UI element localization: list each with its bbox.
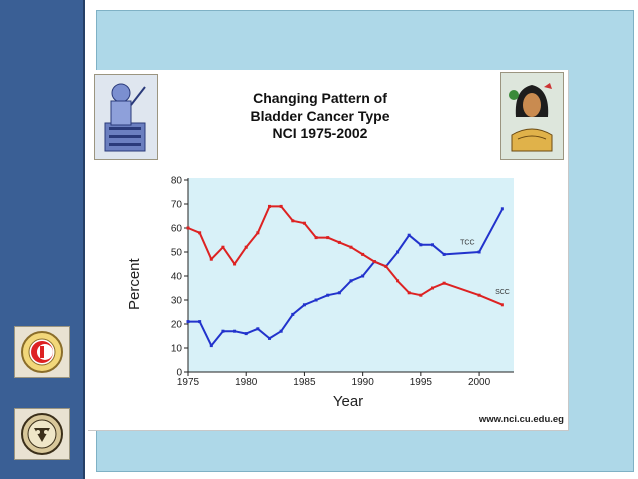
data-point-scc [302, 221, 306, 225]
data-point-tcc [349, 279, 353, 283]
data-point-scc [256, 231, 260, 235]
data-point-tcc [442, 252, 446, 256]
x-tick-label: 1980 [235, 377, 258, 388]
data-point-scc [233, 262, 237, 266]
data-point-tcc [477, 250, 481, 254]
data-point-scc [198, 231, 202, 235]
y-tick-label: 40 [171, 272, 183, 283]
data-point-scc [244, 245, 248, 249]
data-point-scc [268, 204, 271, 208]
series-label-tcc: TCC [460, 239, 474, 246]
data-point-tcc [233, 329, 237, 333]
x-tick-label: 1990 [352, 377, 375, 388]
data-point-tcc [279, 329, 283, 333]
data-point-tcc [268, 336, 271, 340]
data-point-scc [314, 236, 318, 240]
data-point-tcc [291, 312, 295, 316]
data-point-scc [326, 236, 330, 240]
axes: 0 10 20 30 40 50 60 70 80 1975 1980 1985 1990 1995 200… [171, 176, 514, 388]
title-line-2: Bladder Cancer Type [250, 107, 390, 124]
data-point-tcc [396, 250, 400, 254]
y-tick-label: 70 [171, 200, 183, 211]
x-axis-label: Year [332, 393, 364, 410]
data-point-tcc [500, 207, 504, 211]
data-point-scc [279, 204, 283, 208]
website-url[interactable]: www.nci.cu.edu.eg [478, 414, 564, 425]
data-point-scc [396, 279, 400, 283]
data-point-scc [291, 219, 295, 223]
series-line-tcc [188, 208, 504, 347]
series-lines [186, 204, 504, 348]
university-crest-logo [14, 326, 70, 378]
chart-title: Changing Pattern of Bladder Cancer Type … [220, 90, 420, 143]
data-point-scc [221, 245, 225, 249]
title-line-3: NCI 1975-2002 [272, 125, 368, 141]
data-point-scc [337, 240, 341, 244]
left-sidebar-bar [0, 0, 83, 479]
pharaonic-scribe-logo [94, 74, 158, 160]
university-seal-logo [14, 408, 70, 460]
y-tick-label: 10 [171, 344, 183, 355]
data-point-tcc [407, 233, 411, 237]
x-tick-label: 1975 [177, 377, 200, 388]
data-point-tcc [326, 293, 330, 297]
y-tick-label: 80 [171, 176, 183, 187]
data-point-scc [407, 291, 411, 295]
data-point-scc [477, 293, 481, 297]
data-point-scc [361, 252, 365, 256]
y-tick-label: 50 [171, 248, 183, 259]
data-point-scc [384, 264, 388, 268]
series-label-scc: SCC [495, 289, 510, 296]
data-point-tcc [337, 291, 341, 295]
data-point-tcc [186, 320, 190, 324]
data-point-tcc [221, 329, 225, 333]
data-point-scc [442, 281, 446, 285]
plot-area [188, 178, 514, 372]
series-line-scc [187, 205, 503, 306]
x-tick-label: 2000 [468, 377, 491, 388]
data-point-scc [349, 245, 353, 249]
data-point-tcc [244, 332, 248, 336]
data-point-scc [419, 293, 423, 297]
series-labels: TCC SCC [460, 239, 510, 296]
data-point-tcc [256, 327, 260, 331]
data-point-tcc [419, 243, 423, 247]
data-point-scc [209, 257, 213, 261]
data-point-scc [372, 260, 376, 264]
x-tick-label: 1985 [293, 377, 316, 388]
data-point-tcc [302, 303, 306, 307]
data-point-tcc [198, 320, 202, 324]
data-point-scc [431, 286, 434, 290]
data-point-tcc [209, 344, 213, 348]
data-point-scc [186, 226, 190, 230]
pharaonic-bust-logo [500, 72, 564, 160]
left-sidebar-edge [83, 0, 85, 479]
y-tick-label: 0 [176, 368, 182, 379]
y-tick-label: 60 [171, 224, 183, 235]
y-axis-label: Percent [126, 258, 143, 310]
data-point-tcc [361, 274, 365, 278]
title-line-1: Changing Pattern of [253, 90, 387, 106]
data-point-tcc [431, 243, 434, 247]
x-tick-label: 1995 [410, 377, 433, 388]
data-point-tcc [314, 298, 318, 302]
y-tick-label: 20 [171, 320, 183, 331]
data-point-scc [500, 303, 504, 307]
y-tick-label: 30 [171, 296, 183, 307]
